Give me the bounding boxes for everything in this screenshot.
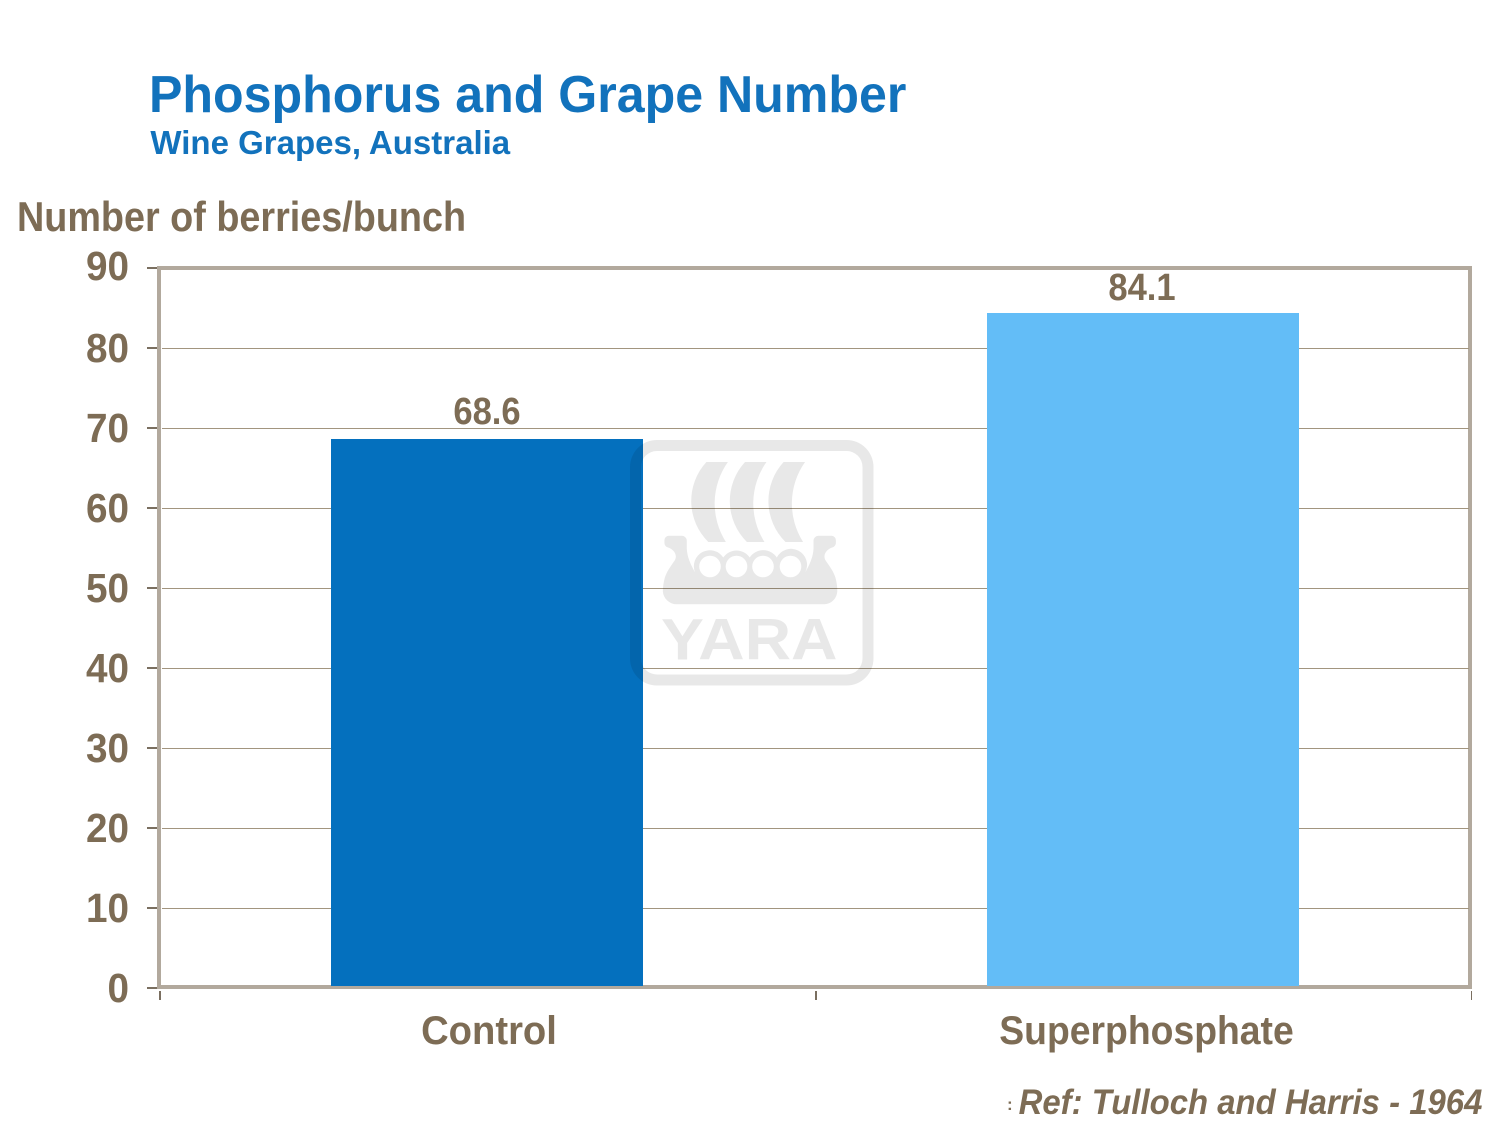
svg-text:YARA: YARA (661, 607, 838, 672)
